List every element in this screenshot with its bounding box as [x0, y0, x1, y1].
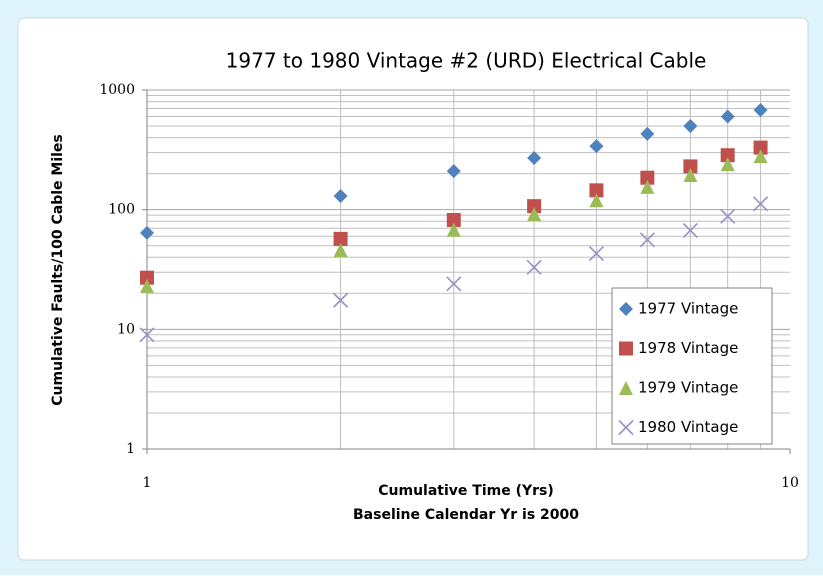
point: [446, 276, 462, 292]
legend-marker: [619, 381, 633, 395]
point: [446, 212, 461, 227]
point: [640, 170, 655, 185]
x-axis-note: Baseline Calendar Yr is 2000: [353, 507, 579, 523]
point: [753, 149, 768, 164]
y-tick-label: 100: [108, 202, 135, 218]
legend-label: 1977 Vintage: [638, 300, 738, 318]
legend-marker: [619, 341, 633, 356]
legend-marker: [618, 419, 634, 436]
x-axis-label: Cumulative Time (Yrs): [378, 483, 554, 499]
point: [333, 231, 348, 246]
point: [589, 139, 604, 154]
y-axis-label: Cumulative Faults/100 Cable Miles: [50, 134, 66, 406]
point: [640, 126, 655, 141]
point: [683, 167, 698, 182]
point: [720, 148, 735, 163]
point: [639, 232, 655, 248]
point: [140, 270, 154, 285]
point: [446, 164, 461, 179]
point: [526, 259, 542, 275]
point: [682, 222, 698, 239]
point: [720, 157, 735, 172]
point: [640, 179, 655, 194]
point: [140, 225, 154, 240]
legend-label: 1980 Vintage: [638, 418, 738, 436]
point: [527, 199, 542, 214]
point: [527, 151, 542, 166]
point: [683, 119, 698, 134]
point: [589, 183, 604, 198]
legend-label: 1979 Vintage: [638, 379, 738, 397]
point: [753, 140, 768, 155]
y-tick-label: 10: [117, 321, 135, 337]
x-tick-label: 1: [143, 475, 152, 491]
point: [140, 279, 154, 294]
point: [588, 245, 605, 262]
legend-marker: [619, 302, 633, 316]
point: [333, 189, 348, 204]
point: [527, 207, 542, 222]
y-tick-label: 1000: [99, 82, 135, 98]
legend-label: 1978 Vintage: [638, 339, 738, 357]
point: [720, 208, 736, 224]
point: [683, 159, 698, 174]
chart-area: [17, 17, 809, 561]
point: [332, 292, 349, 308]
point: [333, 243, 348, 258]
point: [753, 196, 769, 212]
point: [589, 193, 604, 208]
point: [720, 109, 735, 124]
y-tick-label: 1: [126, 441, 135, 457]
point: [753, 103, 768, 118]
chart-title: 1977 to 1980 Vintage #2 (URD) Electrical…: [226, 49, 707, 73]
point: [139, 327, 155, 343]
x-tick-label: 10: [781, 475, 799, 491]
point: [446, 222, 461, 237]
legend-box: [611, 287, 773, 445]
